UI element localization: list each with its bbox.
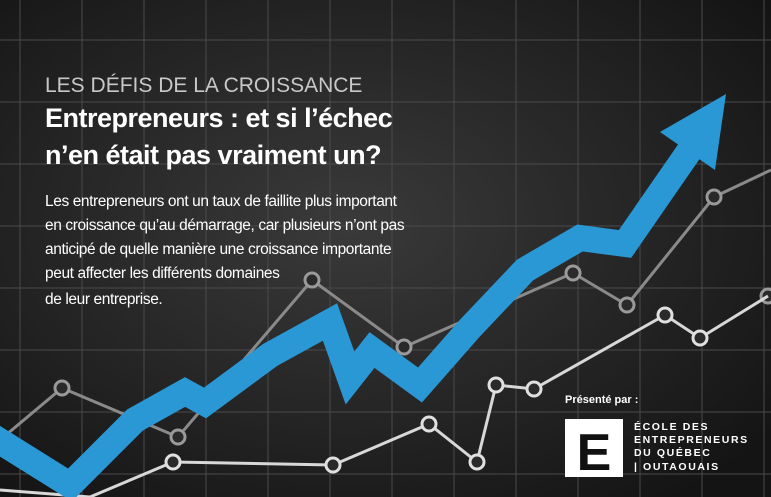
growth-arrow [0, 142, 701, 497]
logo-text: | OUTAOUAIS [634, 461, 720, 473]
body-line: anticipé de quelle manière une croissanc… [45, 241, 391, 258]
body-line: Les entrepreneurs ont un taux de faillit… [45, 193, 398, 210]
growth-arrowhead [660, 94, 726, 170]
logo-text: ENTREPRENEURS [634, 434, 749, 446]
decor-points-gray [53, 188, 771, 446]
logo-letter: E [577, 424, 612, 482]
body-line: de leur entreprise. [45, 291, 162, 308]
logo-text: DU QUÉBEC [634, 446, 711, 459]
body-line: en croissance qu’au démarrage, car plusi… [45, 217, 405, 234]
presenter-label: Présenté par : [565, 394, 638, 406]
decor-points-white [164, 306, 709, 474]
logo-text: ÉCOLE DES [634, 420, 709, 433]
body-line: peut affecter les différents domaines [45, 265, 280, 282]
title-line: n’en était pas vraiment un? [45, 140, 381, 170]
title-line: Entrepreneurs : et si l’échec [45, 103, 393, 133]
kicker: LES DÉFIS DE LA CROISSANCE [45, 74, 362, 97]
logo-box [565, 419, 623, 477]
